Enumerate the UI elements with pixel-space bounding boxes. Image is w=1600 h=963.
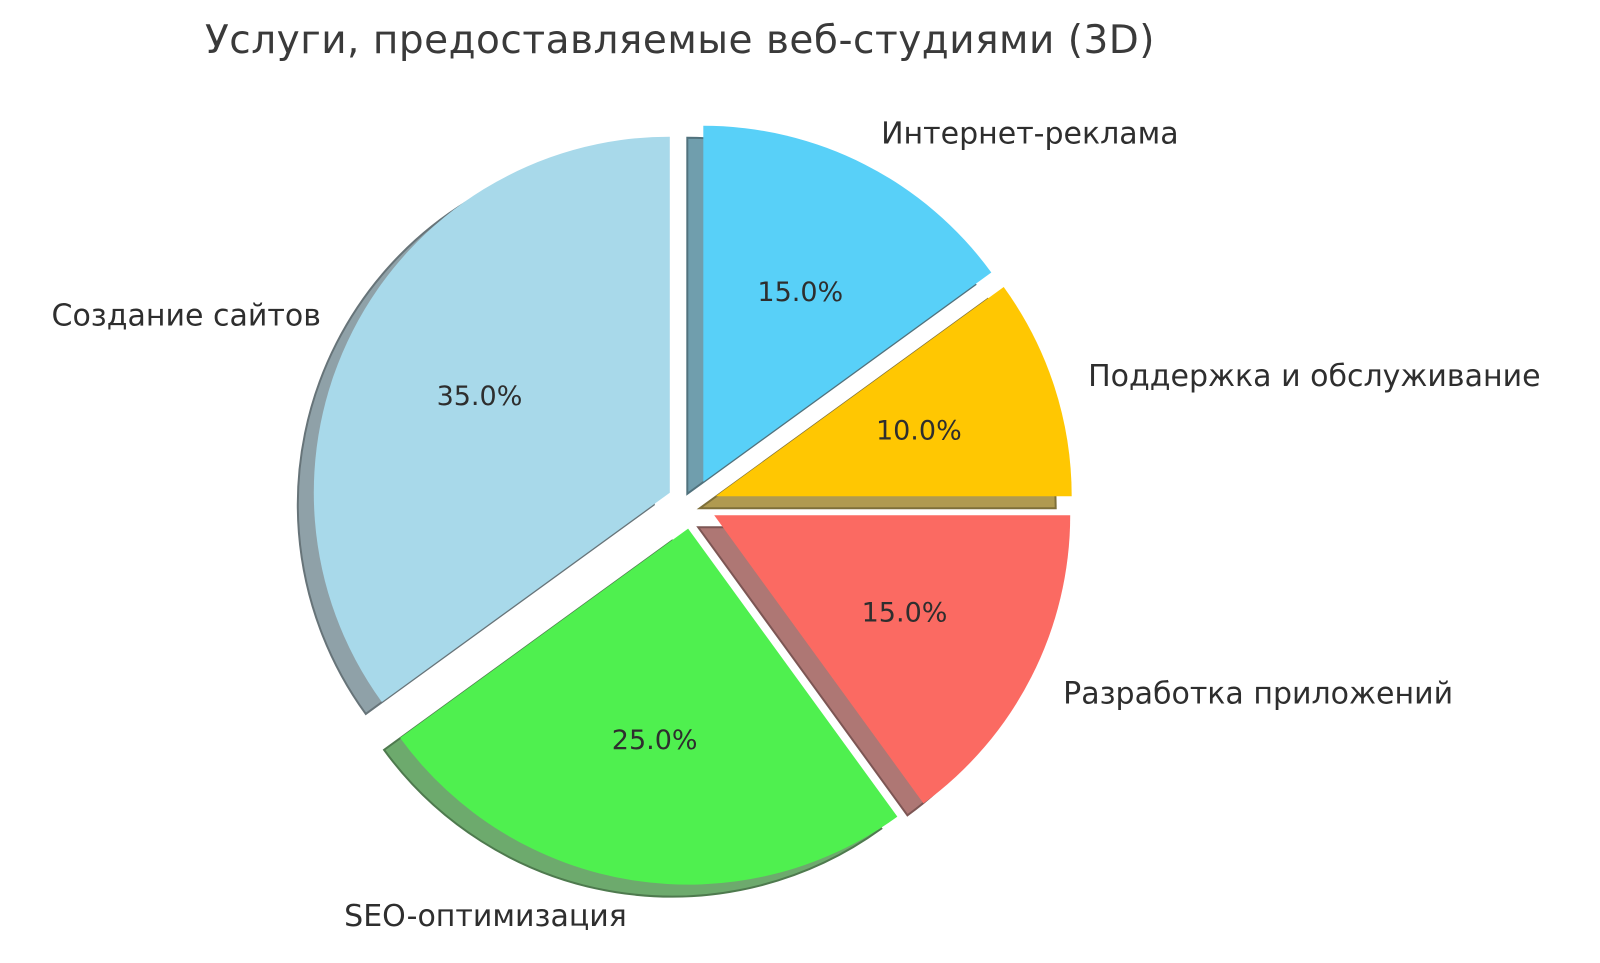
pie-percent-label-4: 35.0% xyxy=(437,381,523,412)
pie-category-label-4: Создание сайтов xyxy=(52,298,321,333)
pie-category-label-3: SEO-оптимизация xyxy=(344,899,627,934)
pie-slice-3 xyxy=(400,528,898,885)
pie-percent-label-1: 10.0% xyxy=(876,416,962,447)
pie-slice-4 xyxy=(313,136,670,702)
pie-slice-0 xyxy=(703,125,992,482)
pie-slice-2 xyxy=(714,515,1071,804)
pie-percent-label-3: 25.0% xyxy=(612,725,698,756)
pie-category-label-1: Поддержка и обслуживание xyxy=(1088,359,1540,394)
pie-slice-1 xyxy=(715,287,1072,497)
pie-labels-layer: 15.0% Интернет-реклама 10.0% Поддержка и об… xyxy=(52,116,1541,934)
pie-category-label-2: Разработка приложений xyxy=(1063,677,1453,712)
pie-percent-label-2: 15.0% xyxy=(862,598,948,629)
pie-wedges-layer xyxy=(313,125,1072,885)
pie-category-label-0: Интернет-реклама xyxy=(881,116,1179,151)
chart-title: Услуги, предоставляемые веб-студиями (3D… xyxy=(204,18,1156,63)
pie-percent-label-0: 15.0% xyxy=(757,277,843,308)
